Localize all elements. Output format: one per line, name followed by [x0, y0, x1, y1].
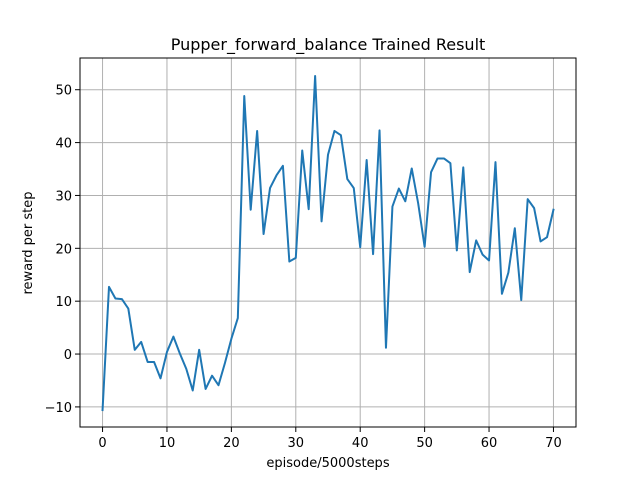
series-line — [101, 74, 555, 412]
y-tick-label: 50 — [55, 84, 72, 99]
x-tick-label: 60 — [481, 436, 498, 451]
x-tick-label: 50 — [416, 436, 433, 451]
y-tick-label: 40 — [55, 137, 72, 152]
plot-frame — [79, 57, 577, 428]
data-line-group — [101, 74, 555, 412]
x-tick-label: 10 — [159, 436, 176, 451]
x-tick-label: 20 — [223, 436, 240, 451]
chart-title: Pupper_forward_balance Trained Result — [171, 35, 486, 55]
axis-ticks: 0 10 20 30 40 50 60 70 −10 0 10 20 30 40 50 — [45, 84, 562, 451]
y-axis-label: reward per step — [21, 191, 36, 294]
y-tick-label: −10 — [45, 401, 72, 416]
x-tick-label: 70 — [545, 436, 562, 451]
y-tick-label: 30 — [55, 189, 72, 204]
y-tick-label: 10 — [55, 295, 72, 310]
x-tick-label: 30 — [288, 436, 305, 451]
x-axis-label: episode/5000steps — [266, 456, 389, 471]
y-tick-label: 20 — [55, 242, 72, 257]
x-tick-label: 40 — [352, 436, 369, 451]
y-tick-label: 0 — [64, 348, 72, 363]
x-tick-label: 0 — [98, 436, 106, 451]
grid-lines — [80, 58, 576, 427]
